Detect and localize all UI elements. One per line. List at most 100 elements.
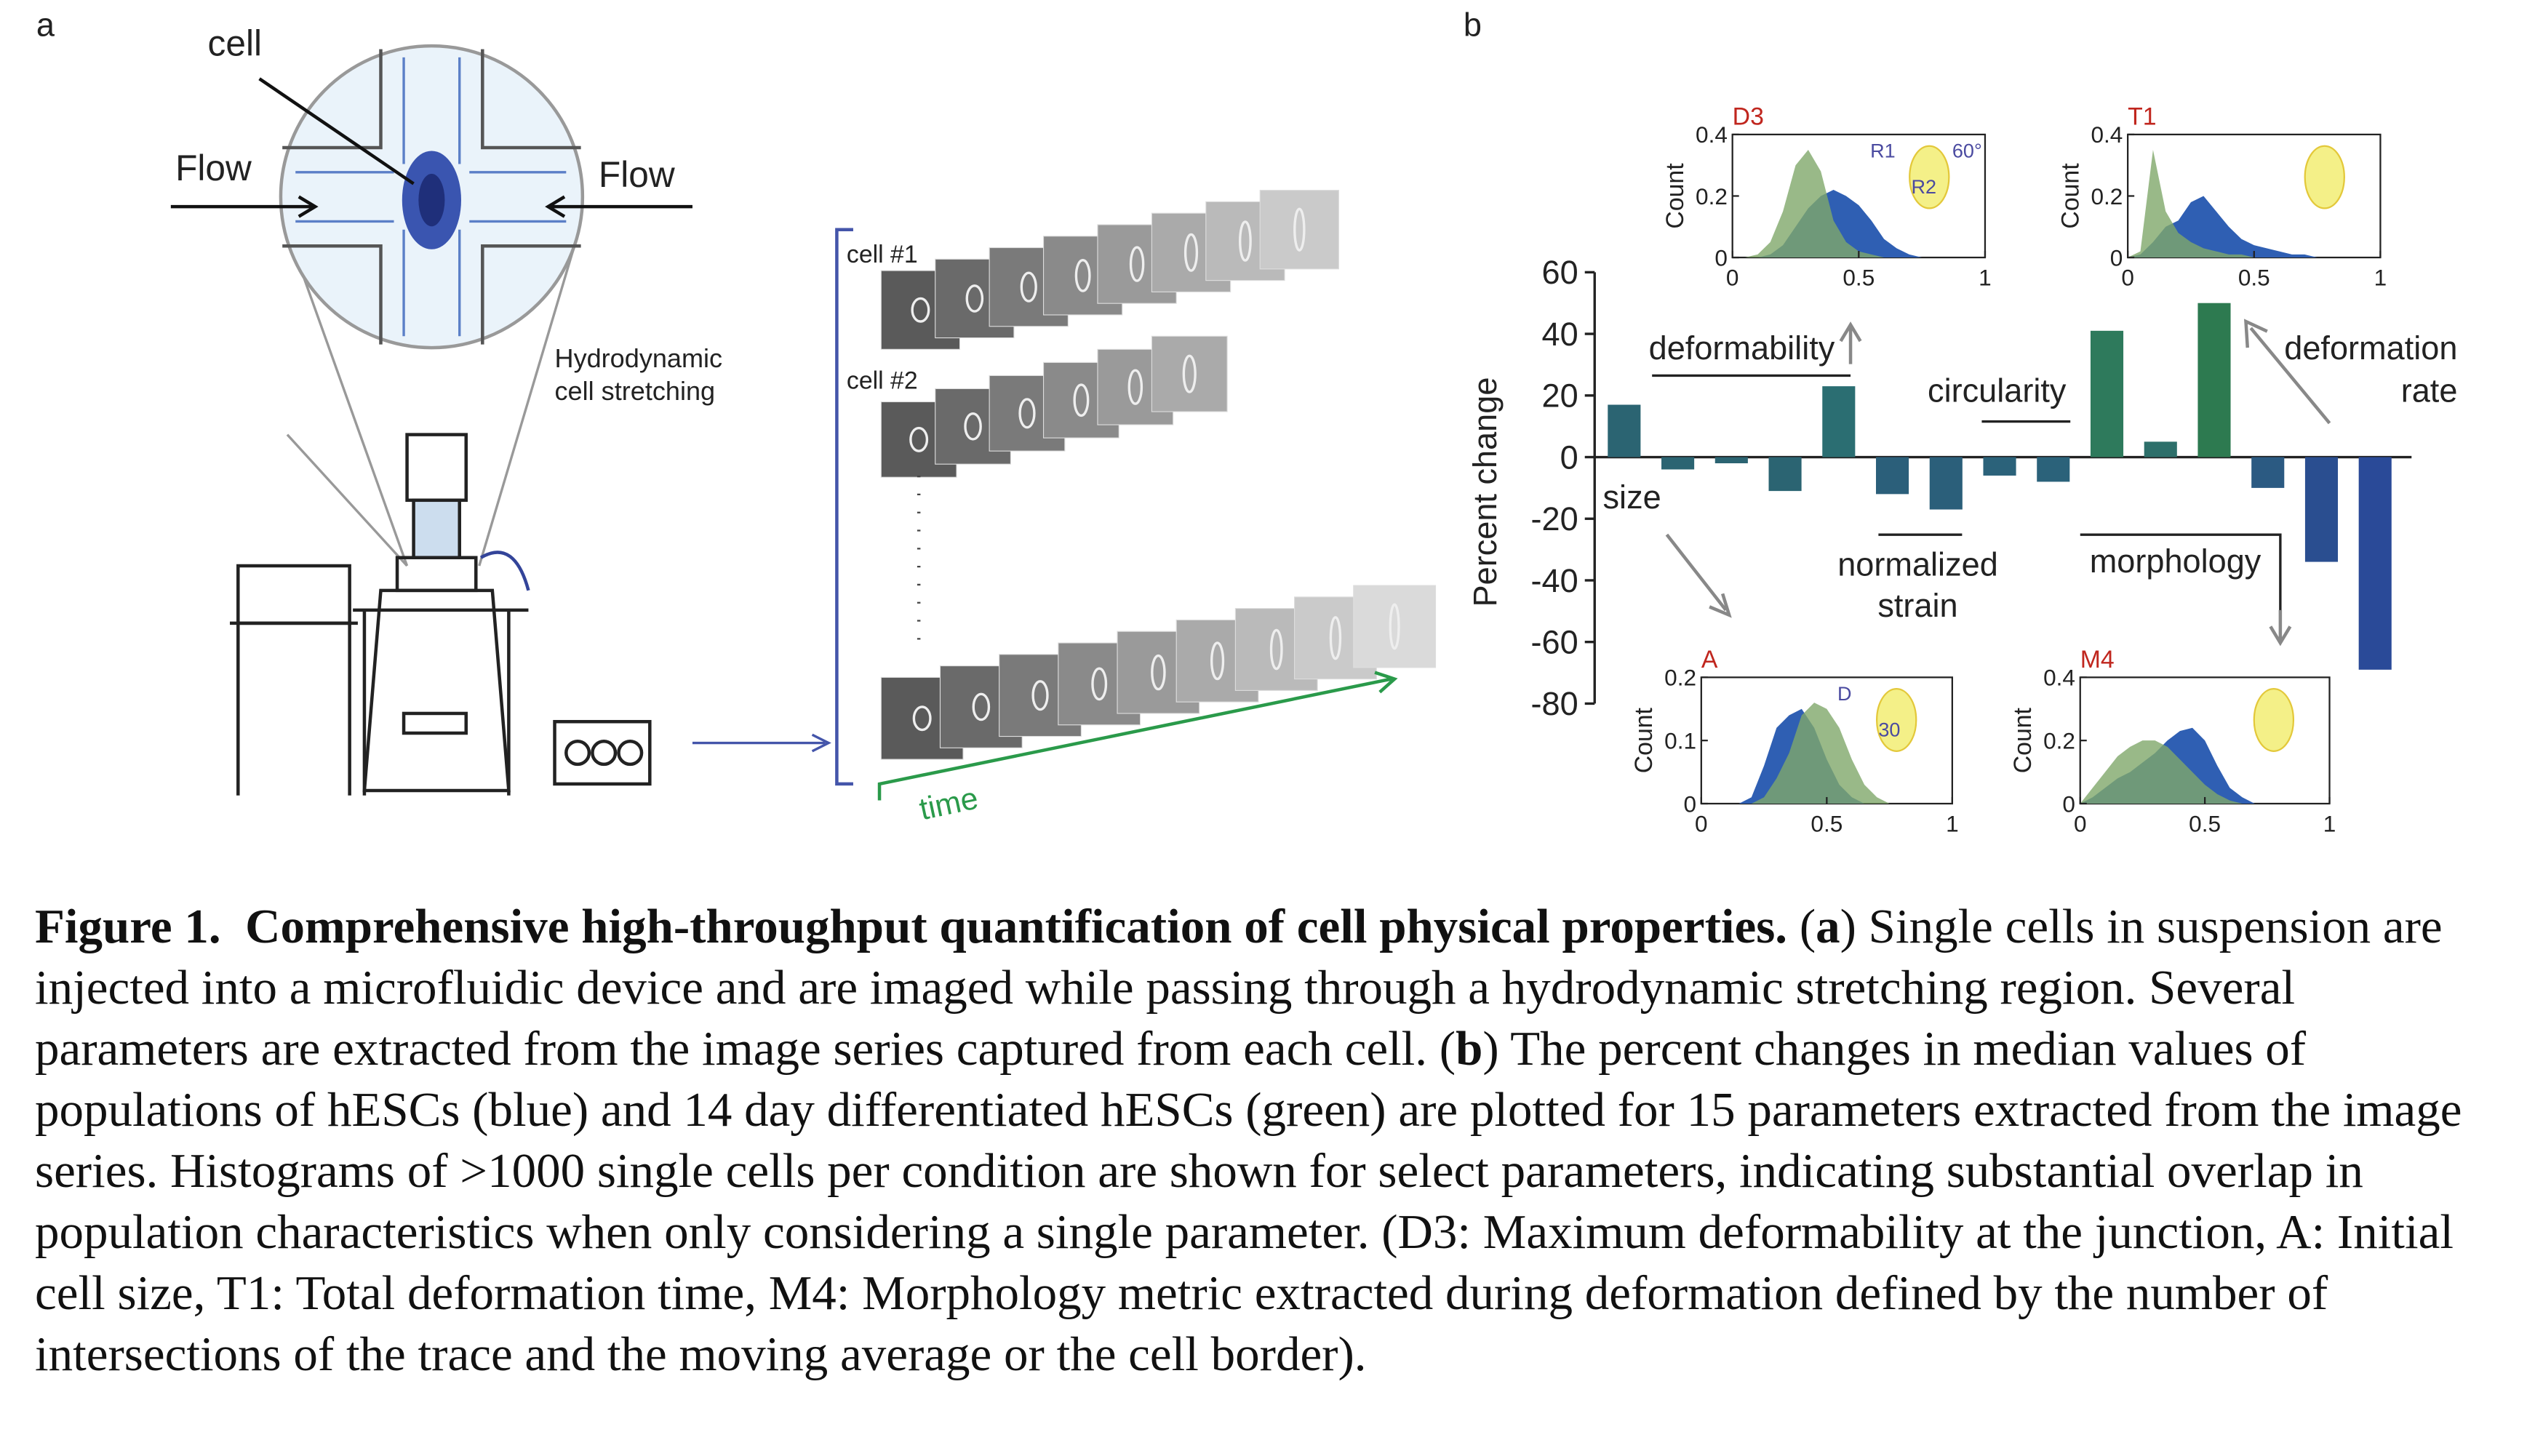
- inset-note: 30: [1878, 719, 1900, 741]
- inset-y-tick-label: 0: [1684, 791, 1697, 817]
- panel-a: a cell Flow Flow Hydrodynamic cell stret…: [36, 7, 1437, 827]
- inset-x-tick-label: 0: [2074, 810, 2087, 836]
- y-tick-label: -80: [1531, 685, 1578, 722]
- inset-y-tick-label: 0: [1714, 244, 1728, 271]
- inset-title: T1: [2128, 103, 2156, 130]
- histogram-inset: M4 Count 0 0.2 0.4 0 0.5 1: [2009, 646, 2336, 837]
- annotation: circularity: [1928, 372, 2067, 409]
- bar: [1714, 457, 1748, 463]
- cell-image-cell: [1091, 667, 1108, 701]
- bar: [2197, 303, 2231, 457]
- time-arrow: [877, 671, 1398, 801]
- y-tick-label: -40: [1531, 562, 1578, 599]
- cell-image-cell: [912, 705, 932, 732]
- inset-y-label: Count: [2009, 707, 2037, 773]
- cell-image: [1353, 585, 1437, 668]
- cell-image-cell: [1269, 628, 1283, 671]
- image-strips: [880, 190, 1437, 760]
- inset-y-tick-label: 0.4: [2091, 121, 2123, 148]
- inset-x-tick-label: 1: [1979, 264, 1992, 290]
- y-tick-label: -20: [1531, 500, 1578, 537]
- y-tick-label: 40: [1542, 316, 1578, 353]
- label: Flow: [599, 154, 675, 195]
- inset-y-label: Count: [2057, 163, 2085, 229]
- bar: [2304, 457, 2339, 562]
- cell-image: [1151, 335, 1228, 412]
- bar: [1875, 457, 1909, 495]
- cell-image-cell: [1151, 654, 1166, 691]
- inset-y-tick-label: 0.4: [2043, 665, 2075, 691]
- cell-image-cell: [1389, 603, 1400, 650]
- label: Flow: [175, 148, 252, 188]
- inset-title: M4: [2080, 646, 2115, 673]
- annotation: rate: [2401, 372, 2458, 409]
- cell-image-cell: [1210, 641, 1225, 681]
- cell-image-cell: [1239, 220, 1252, 262]
- caption-text: b: [1456, 1022, 1483, 1076]
- bar: [1608, 404, 1641, 457]
- microscope: [230, 433, 652, 796]
- caption-text: ) The percent changes in median values o…: [35, 1022, 2475, 1381]
- panel-label: a: [36, 7, 55, 44]
- y-tick-label: -60: [1531, 623, 1578, 660]
- caption-text: (: [1787, 900, 1816, 953]
- inset-note: R2: [1911, 176, 1936, 198]
- panel-label: b: [1464, 7, 1482, 44]
- cell-image: [1259, 190, 1340, 270]
- cell-image-cell: [1183, 233, 1199, 272]
- label: cell: [208, 23, 262, 64]
- cell-image-cell: [1073, 383, 1090, 417]
- histogram-area: [2128, 150, 2381, 258]
- cell-icon: [1909, 145, 1950, 209]
- cell-image-cell: [964, 412, 982, 441]
- cell-image-cell: [1127, 369, 1143, 405]
- inset-x-tick-label: 0.5: [2238, 264, 2270, 290]
- annotation: strain: [1877, 587, 1957, 624]
- channel: [282, 49, 581, 345]
- inset-x-tick-label: 1: [1946, 810, 1959, 836]
- bar: [1768, 457, 1802, 492]
- y-tick-label: 20: [1542, 377, 1578, 415]
- zoom-line: [286, 433, 408, 567]
- y-tick-label: 60: [1542, 254, 1578, 291]
- figure: a cell Flow Flow Hydrodynamic cell stret…: [36, 7, 2458, 837]
- annotation: normalized: [1837, 546, 1998, 583]
- inset-y-label: Count: [1661, 163, 1689, 229]
- inset-y-tick-label: 0: [2110, 244, 2123, 271]
- label: cell #1: [847, 241, 918, 268]
- bar: [2251, 457, 2285, 488]
- label: cell stretching: [555, 376, 716, 406]
- cell-image-cell: [1182, 354, 1197, 393]
- bar: [2144, 441, 2177, 457]
- histogram-inset: D3 Count 0 0.2 0.4 0 0.5 1 R1 R2 60°: [1661, 103, 1992, 290]
- axis-title: Percent change: [1466, 377, 1504, 607]
- inset-y-tick-label: 0.1: [1664, 727, 1696, 753]
- bar: [1661, 457, 1695, 470]
- label: cell #2: [847, 367, 918, 394]
- annotation-lines: [1652, 374, 2282, 632]
- histogram-area: [1701, 708, 1952, 804]
- bar: [2037, 457, 2070, 482]
- bar: [1822, 386, 1856, 457]
- histogram-area: [1701, 703, 1952, 804]
- cell-image-cell: [1018, 398, 1036, 429]
- bar: [1983, 457, 2016, 476]
- caption: Figure 1. Comprehensive high-throughput …: [35, 896, 2508, 1385]
- zoom-line: [478, 245, 576, 567]
- inset-note: R1: [1870, 140, 1896, 161]
- panel-b: b Percent change deformability circulari…: [1464, 7, 2458, 723]
- streamline: [295, 57, 567, 337]
- inset-x-tick-label: 0.5: [1811, 810, 1843, 836]
- inset-x-tick-label: 0: [1726, 264, 1739, 290]
- cell-image-cell: [1293, 207, 1306, 252]
- caption-text: Figure 1. Comprehensive high-throughput …: [35, 900, 1788, 953]
- cell-image-cell: [911, 297, 930, 323]
- histogram-inset: T1 Count 0 0.2 0.4 0 0.5 1: [2057, 103, 2387, 290]
- y-tick-label: 0: [1560, 439, 1578, 476]
- inset-y-tick-label: 0.2: [1696, 183, 1728, 209]
- histogram-inset: A Count 0 0.1 0.2 0 0.5 1 D 30: [1630, 646, 1958, 837]
- inset-y-label: Count: [1630, 707, 1658, 773]
- callout-arrows: [1665, 319, 2331, 647]
- annotation: morphology: [2090, 543, 2261, 580]
- bracket: [835, 228, 853, 786]
